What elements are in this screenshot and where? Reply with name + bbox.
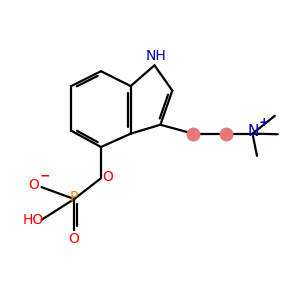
Text: P: P [69,190,78,204]
Text: O: O [102,170,113,184]
Text: N: N [248,124,259,139]
Text: NH: NH [146,49,166,63]
Text: HO: HO [22,213,44,227]
Text: O: O [28,178,39,192]
Text: +: + [259,116,269,129]
Text: O: O [68,232,79,246]
Text: −: − [40,169,50,182]
